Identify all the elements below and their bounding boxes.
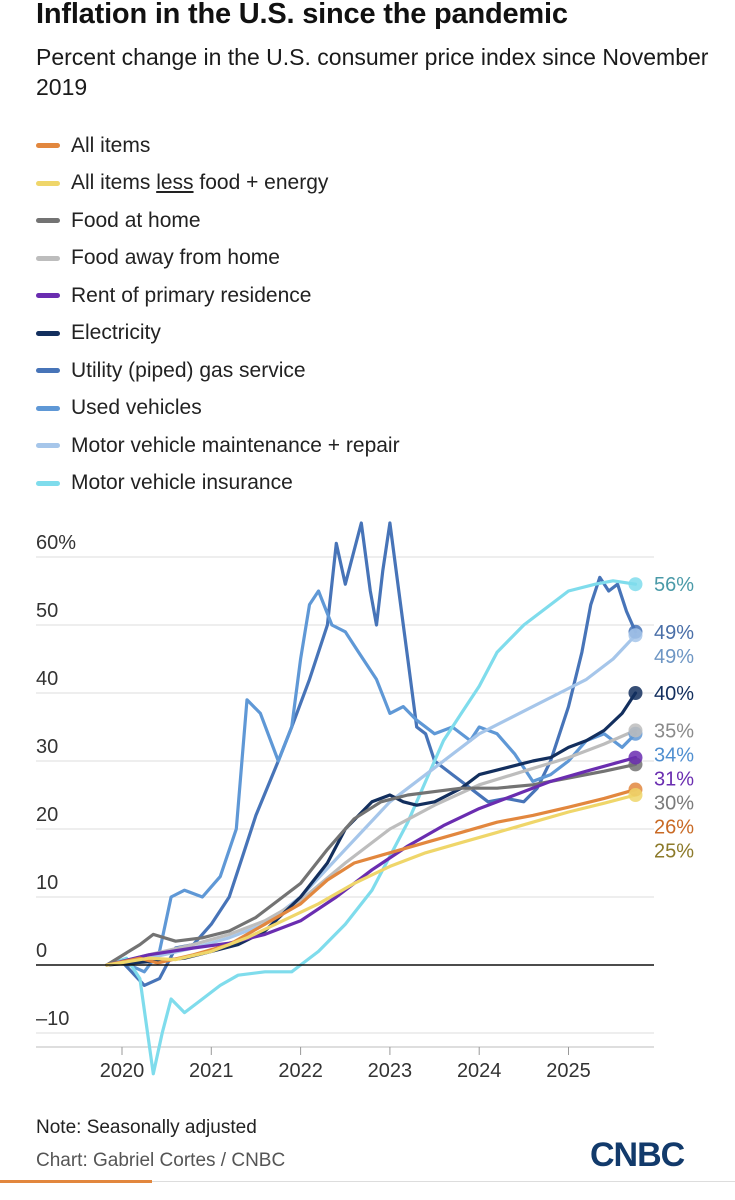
end-value-label: 34% [654, 744, 694, 766]
line-chart: 60% 50 40 30 20 10 0 –10 2020 2021 2022 2023 2024 202… [36, 521, 694, 1082]
bottom-rule [152, 1181, 735, 1182]
legend-item-maintenance: Motor vehicle maintenance + repair [36, 427, 400, 465]
end-value-label: 56% [654, 574, 694, 596]
legend-swatch [36, 368, 60, 374]
y-tick-label: 10 [36, 872, 58, 894]
accent-bar [0, 1180, 152, 1183]
legend-label: Motor vehicle maintenance + repair [71, 433, 400, 457]
series-line [105, 521, 638, 987]
legend-item-used-vehicles: Used vehicles [36, 390, 400, 428]
end-value-label: 35% [654, 720, 694, 742]
y-tick-label: 40 [36, 668, 58, 690]
legend-label: All items less food + energy [71, 171, 328, 195]
y-tick-label: 60% [36, 532, 76, 554]
series-line [105, 691, 638, 967]
legend-label-pre: All items [71, 171, 157, 195]
end-marker [628, 788, 643, 802]
end-value-label: 40% [654, 683, 694, 705]
legend-label-post: food + energy [193, 171, 329, 195]
series-line [105, 589, 638, 974]
chart-subtitle: Percent change in the U.S. consumer pric… [36, 44, 709, 100]
legend-item-electricity: Electricity [36, 315, 400, 353]
x-tick-label: 2025 [546, 1060, 591, 1082]
series-line [105, 793, 638, 967]
legend-swatch [36, 143, 60, 149]
end-value-label: 49% [654, 646, 694, 668]
legend-label: Motor vehicle insurance [71, 471, 293, 495]
legend-swatch [36, 218, 60, 224]
y-tick-label: 50 [36, 600, 58, 622]
y-tick-label: 0 [36, 940, 47, 962]
end-marker [628, 750, 643, 765]
x-tick-label: 2021 [189, 1060, 234, 1082]
legend-swatch [36, 180, 60, 186]
legend-label: Food at home [71, 208, 201, 232]
x-tick-label: 2020 [100, 1060, 145, 1082]
y-tick-label: –10 [36, 1008, 69, 1030]
legend-swatch [36, 330, 60, 336]
end-value-label: 31% [654, 768, 694, 790]
end-value-label: 26% [654, 816, 694, 838]
series-line [105, 762, 638, 967]
legend-label: Used vehicles [71, 396, 202, 420]
legend-item-core: All items less food + energy [36, 165, 400, 203]
legend-swatch [36, 293, 60, 299]
footnote: Note: Seasonally adjusted [36, 1117, 257, 1138]
x-tick-label: 2023 [368, 1060, 413, 1082]
series-line [105, 728, 638, 967]
legend-item-rent: Rent of primary residence [36, 277, 400, 315]
legend-label: Food away from home [71, 246, 280, 270]
legend-item-food-at-home: Food at home [36, 202, 400, 240]
legend-label: All items [71, 133, 151, 157]
end-marker [628, 577, 643, 592]
series-line [105, 633, 638, 967]
end-marker [628, 686, 643, 700]
y-tick-label: 20 [36, 804, 58, 826]
series-line [105, 756, 638, 967]
cnbc-logo: CNBC [590, 1136, 685, 1174]
x-tick-label: 2022 [278, 1060, 323, 1082]
legend-label: Rent of primary residence [71, 283, 312, 307]
end-value-label: 30% [654, 792, 694, 814]
end-marker [628, 723, 643, 738]
legend-swatch [36, 255, 60, 261]
legend-swatch [36, 443, 60, 449]
legend-label-underlined: less [156, 171, 194, 195]
chart-credit: Chart: Gabriel Cortes / CNBC [36, 1150, 286, 1171]
legend-item-insurance: Motor vehicle insurance [36, 465, 400, 503]
legend-swatch [36, 480, 60, 486]
x-tick-label: 2024 [457, 1060, 502, 1082]
legend-label: Electricity [71, 321, 161, 345]
legend-item-food-away: Food away from home [36, 240, 400, 278]
chart-title: Inflation in the U.S. since the pandemic [36, 0, 568, 30]
series-line [105, 579, 638, 1076]
end-marker [628, 628, 643, 643]
legend-label: Utility (piped) gas service [71, 358, 306, 382]
end-value-label: 49% [654, 622, 694, 644]
legend-swatch [36, 405, 60, 411]
y-tick-label: 30 [36, 736, 58, 758]
legend-item-gas: Utility (piped) gas service [36, 352, 400, 390]
legend-item-all-items: All items [36, 127, 400, 165]
legend: All items All items less food + energy F… [36, 127, 400, 502]
end-value-label: 25% [654, 840, 694, 862]
